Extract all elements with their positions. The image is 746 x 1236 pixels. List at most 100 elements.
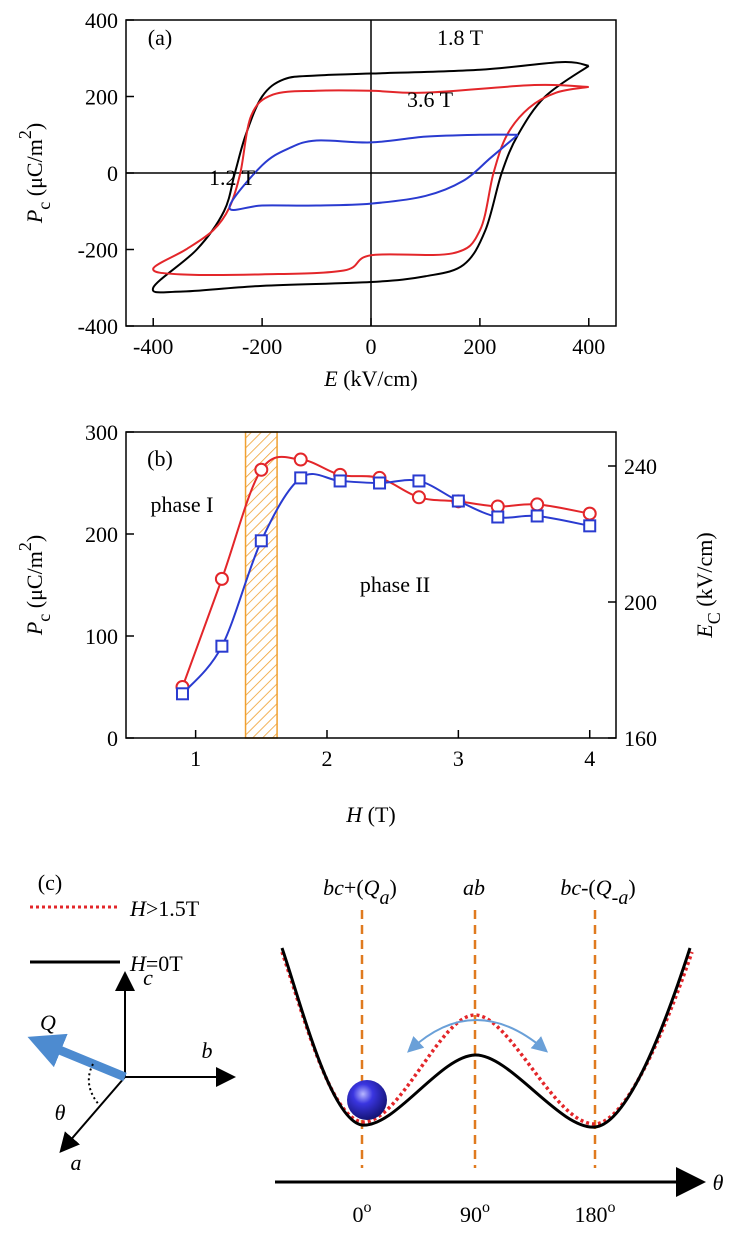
marker [293, 452, 308, 467]
annotation: phase I [151, 492, 214, 517]
marker [530, 509, 544, 523]
theta-tick-label: 90o [460, 1199, 490, 1227]
axis-symbol: θ [713, 1170, 724, 1195]
text-part: ) [22, 123, 47, 130]
y-tick-label: 300 [85, 420, 118, 445]
text-part: E [692, 624, 717, 639]
text-part: P [22, 210, 47, 224]
marker [254, 462, 269, 477]
marker [583, 519, 597, 533]
theta-tick-label: 180o [575, 1199, 616, 1227]
marker [373, 476, 387, 490]
text-part: >1.5T [146, 896, 200, 921]
x-tick-label: 1 [190, 746, 201, 771]
text-part: o [364, 1199, 372, 1216]
marker [175, 687, 189, 701]
y-axis-label: Pc (μC/m2) [15, 123, 54, 224]
text-part: =0T [146, 951, 183, 976]
x-axis-label: E (kV/cm) [323, 366, 417, 391]
switch-arrow [407, 1019, 549, 1053]
x-tick-label: 200 [463, 334, 496, 359]
text-part: (T) [362, 802, 396, 827]
text-part: 90 [460, 1202, 482, 1227]
text-part: Q [364, 875, 380, 900]
text-part: 0 [353, 1202, 364, 1227]
axis-symbol: θ [55, 1100, 66, 1125]
text-part: 2 [15, 130, 35, 139]
text-part: 180 [575, 1202, 608, 1227]
text-part: bc [560, 875, 581, 900]
axis-symbol: Q [40, 1010, 56, 1035]
state-label: ab [463, 875, 485, 900]
axis-symbol: a [71, 1150, 82, 1175]
marker [294, 471, 308, 485]
annotation: phase II [360, 572, 430, 597]
y2-axis-label: EC (kV/cm) [692, 532, 724, 639]
legend-label: H=0T [129, 951, 183, 976]
axis-a [59, 1076, 126, 1154]
text-part: o [482, 1199, 490, 1216]
marker [582, 506, 597, 521]
text-part: c [34, 614, 54, 622]
text-part: -( [581, 875, 596, 900]
text-part: +( [344, 875, 364, 900]
angle-arc [87, 1063, 101, 1107]
text-part: -a [612, 887, 629, 909]
marker [254, 534, 268, 548]
text-part: Q [596, 875, 612, 900]
y-tick-label: -400 [78, 314, 118, 339]
text-part: (μC/m [22, 139, 47, 202]
y2-tick-label: 160 [624, 726, 657, 751]
text-part: c [34, 202, 54, 210]
shaded-band [244, 431, 278, 739]
y2-tick-label: 240 [624, 454, 657, 479]
marker [215, 639, 229, 653]
x-axis-label: H (T) [345, 802, 395, 827]
y-tick-label: -200 [78, 238, 118, 263]
series-label: 1.2 T [209, 165, 256, 190]
plot-frame [125, 431, 617, 739]
text-part: ) [22, 535, 47, 542]
series-label: 3.6 T [407, 87, 454, 112]
marker [530, 497, 545, 512]
panel-label: (c) [38, 870, 62, 895]
x-tick-label: -200 [242, 334, 282, 359]
text-part: P [22, 622, 47, 636]
marker [491, 510, 505, 524]
state-label: bc-(Q-a) [560, 875, 635, 909]
series-line [228, 133, 519, 211]
x-tick-label: 2 [321, 746, 332, 771]
vector-q [27, 1033, 127, 1082]
text-part: ) [628, 875, 635, 900]
y-tick-label: 0 [107, 726, 118, 751]
text-part: E [323, 366, 338, 391]
ball [347, 1080, 387, 1120]
panel-label: (a) [148, 25, 172, 50]
text-part: H [129, 896, 147, 921]
text-part: (μC/m [22, 551, 47, 614]
axis-symbol: b [202, 1038, 213, 1063]
panel-label: (b) [147, 446, 173, 471]
marker [333, 474, 347, 488]
legend-label: H>1.5T [129, 896, 200, 921]
panel-c-shapes [27, 905, 706, 1197]
marker [412, 474, 426, 488]
x-tick-label: -400 [133, 334, 173, 359]
y-axis-label: Pc (μC/m2) [15, 535, 54, 636]
marker [451, 494, 465, 508]
text-part: ) [390, 875, 397, 900]
text-part: o [608, 1199, 616, 1216]
text-part: H [345, 802, 363, 827]
text-part: a [380, 887, 390, 909]
y-tick-label: 200 [85, 85, 118, 110]
x-tick-label: 0 [366, 334, 377, 359]
text-part: C [704, 612, 724, 624]
text-part: ab [463, 875, 485, 900]
text-part: 2 [15, 542, 35, 551]
text-part: H [129, 951, 147, 976]
energy-curve-high-field [280, 951, 694, 1126]
marker [214, 571, 229, 586]
y-tick-label: 400 [85, 8, 118, 33]
theta-tick-label: 0o [353, 1199, 372, 1227]
